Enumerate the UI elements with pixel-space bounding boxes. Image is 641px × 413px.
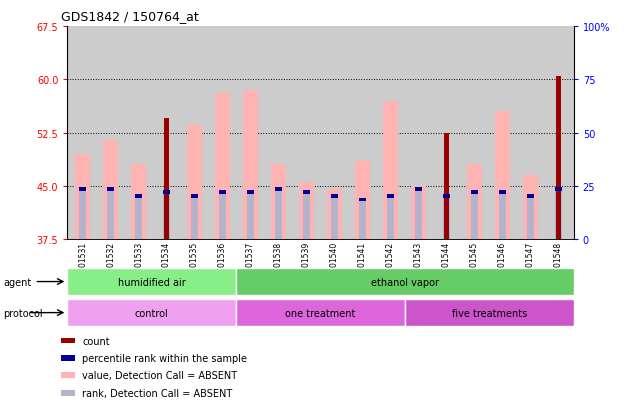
- Bar: [243, 91, 258, 240]
- Bar: [135, 195, 142, 198]
- Bar: [499, 195, 506, 240]
- Text: agent: agent: [3, 277, 31, 287]
- Bar: [187, 126, 203, 240]
- Bar: [79, 188, 86, 191]
- Bar: [471, 191, 478, 195]
- Text: rank, Detection Call = ABSENT: rank, Detection Call = ABSENT: [83, 388, 233, 398]
- Bar: [555, 188, 562, 191]
- Bar: [107, 191, 114, 240]
- Bar: [247, 195, 254, 240]
- Bar: [359, 202, 366, 240]
- Bar: [415, 188, 422, 191]
- Text: one treatment: one treatment: [285, 308, 356, 318]
- Bar: [219, 195, 226, 240]
- Bar: [327, 190, 342, 240]
- Bar: [443, 195, 450, 198]
- Bar: [522, 176, 538, 240]
- Bar: [527, 198, 534, 240]
- Text: control: control: [135, 308, 169, 318]
- Bar: [527, 195, 534, 198]
- Bar: [495, 112, 510, 240]
- Text: percentile rank within the sample: percentile rank within the sample: [83, 353, 247, 363]
- Bar: [354, 161, 370, 240]
- Bar: [219, 191, 226, 195]
- Bar: [135, 198, 142, 240]
- Bar: [67, 268, 236, 295]
- Bar: [247, 191, 254, 195]
- Bar: [131, 165, 146, 240]
- Bar: [271, 165, 287, 240]
- Text: value, Detection Call = ABSENT: value, Detection Call = ABSENT: [83, 370, 238, 380]
- Bar: [405, 299, 574, 326]
- Bar: [555, 191, 562, 240]
- Bar: [79, 191, 86, 240]
- Bar: [215, 94, 230, 240]
- Bar: [387, 198, 394, 240]
- Bar: [331, 195, 338, 198]
- Bar: [236, 299, 405, 326]
- Text: count: count: [83, 336, 110, 346]
- Text: GDS1842 / 150764_at: GDS1842 / 150764_at: [61, 10, 199, 23]
- Bar: [67, 299, 236, 326]
- Bar: [411, 186, 426, 240]
- Bar: [303, 191, 310, 195]
- Text: humidified air: humidified air: [118, 277, 186, 287]
- Bar: [75, 154, 90, 240]
- Bar: [275, 188, 282, 191]
- Bar: [331, 198, 338, 240]
- Bar: [387, 195, 394, 198]
- Text: protocol: protocol: [3, 308, 43, 318]
- Bar: [236, 268, 574, 295]
- Bar: [103, 140, 119, 240]
- Bar: [415, 191, 422, 240]
- Bar: [303, 195, 310, 240]
- Bar: [443, 198, 450, 240]
- Bar: [499, 191, 506, 195]
- Bar: [164, 119, 169, 240]
- Bar: [556, 76, 561, 240]
- Bar: [107, 188, 114, 191]
- Bar: [163, 195, 170, 240]
- Bar: [191, 195, 198, 198]
- Bar: [191, 198, 198, 240]
- Bar: [467, 165, 482, 240]
- Text: ethanol vapor: ethanol vapor: [371, 277, 439, 287]
- Text: five treatments: five treatments: [452, 308, 527, 318]
- Bar: [163, 191, 170, 195]
- Bar: [275, 191, 282, 240]
- Bar: [359, 198, 366, 202]
- Bar: [444, 133, 449, 240]
- Bar: [299, 183, 314, 240]
- Bar: [471, 195, 478, 240]
- Bar: [383, 101, 398, 240]
